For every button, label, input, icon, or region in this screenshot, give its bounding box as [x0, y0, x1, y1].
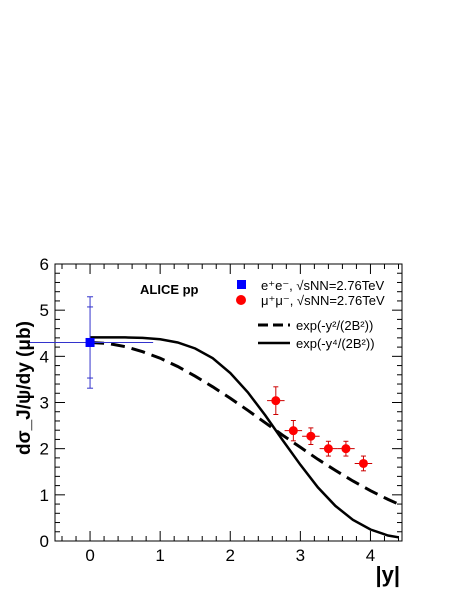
fit-curves — [90, 336, 400, 539]
mumu-point — [358, 458, 368, 468]
x-axis-title: |y| — [375, 562, 400, 587]
y-tick-label: 6 — [40, 255, 49, 274]
y-tick-label: 2 — [40, 440, 49, 459]
y-tick-label: 3 — [40, 394, 49, 413]
legend-marker-ee — [237, 280, 246, 289]
x-tick-label: 2 — [226, 546, 235, 565]
legend: e⁺e⁻, √sNN=2.76TeV μ⁺μ⁻, √sNN=2.76TeV ex… — [236, 278, 385, 351]
chart-annotation: ALICE pp — [140, 282, 199, 297]
mumu-point — [323, 444, 333, 454]
ee-point — [85, 337, 95, 347]
legend-label-quartic: exp(-y⁴/(2B²)) — [296, 336, 375, 351]
y-axis-title: dσ_J/ψ/dy (μb) — [14, 321, 35, 455]
x-tick-label: 1 — [155, 546, 164, 565]
y-tick-label: 5 — [40, 301, 49, 320]
mumu-point — [288, 426, 298, 436]
mumu-point — [306, 431, 316, 441]
x-tick-label: 3 — [296, 546, 305, 565]
y-tick-label: 1 — [40, 486, 49, 505]
mumu-point — [341, 444, 351, 454]
x-tick-label: 0 — [85, 546, 94, 565]
legend-label-ee: e⁺e⁻, √sNN=2.76TeV — [261, 278, 384, 293]
y-tick-label: 0 — [40, 532, 49, 551]
curve-gauss — [90, 341, 400, 506]
data-points — [26, 296, 373, 472]
axis-ticks: 0 1 2 3 4 5 6 0 1 2 3 4 — [40, 255, 402, 565]
curve-quartic — [90, 336, 399, 539]
legend-label-mumu: μ⁺μ⁻, √sNN=2.76TeV — [261, 293, 385, 308]
mumu-point — [271, 396, 281, 406]
y-tick-label: 4 — [40, 347, 49, 366]
legend-marker-mumu — [236, 295, 246, 305]
x-tick-label: 4 — [366, 546, 375, 565]
legend-label-gauss: exp(-y²/(2B²)) — [296, 318, 373, 333]
